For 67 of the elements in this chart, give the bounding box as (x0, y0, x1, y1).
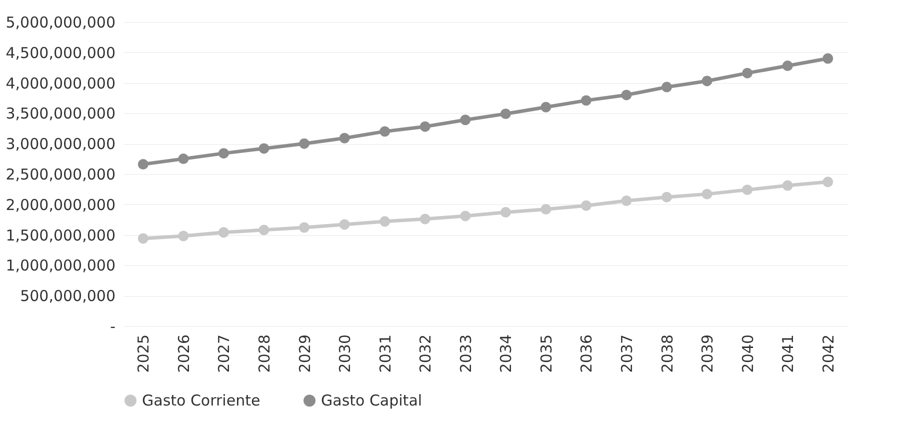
x-tick-label: 2026 (174, 334, 193, 373)
x-tick-label: 2041 (779, 334, 798, 373)
y-tick-label: 500,000,000 (20, 287, 116, 306)
point (540, 204, 552, 214)
point (299, 222, 310, 233)
point (822, 176, 834, 188)
y-tick-label: 1,000,000,000 (6, 256, 116, 275)
x-tick-label: 2035 (537, 334, 556, 373)
point (218, 148, 229, 159)
point (178, 230, 189, 242)
x-tick-label: 2033 (456, 334, 475, 373)
point (782, 60, 793, 72)
point (178, 154, 189, 164)
point (380, 216, 390, 227)
x-tick-label: 2030 (336, 334, 354, 373)
point (460, 210, 471, 222)
point (380, 126, 390, 137)
point (662, 192, 672, 202)
x-tick-label: 2032 (416, 334, 435, 373)
point (742, 184, 753, 196)
x-tick-label: 2039 (698, 334, 717, 373)
point (299, 138, 310, 149)
point (580, 200, 592, 211)
y-tick-label: 4,500,000,000 (6, 44, 116, 62)
x-tick-label: 2025 (134, 334, 153, 373)
x-tick-label: 2027 (215, 334, 234, 373)
point (500, 207, 511, 218)
point (662, 82, 672, 92)
y-tick-label: 4,000,000,000 (6, 74, 116, 92)
y-tick-label: 2,500,000,000 (6, 166, 116, 184)
point (420, 121, 430, 132)
point (500, 108, 511, 120)
legend-label: Gasto Corriente (142, 392, 260, 410)
point (420, 214, 430, 224)
point (702, 188, 712, 200)
x-tick-label: 2031 (376, 334, 394, 373)
x-tick-label: 2038 (658, 334, 676, 373)
point (580, 95, 592, 106)
x-tick-label: 2040 (738, 334, 757, 373)
point (822, 53, 834, 64)
point (138, 159, 148, 170)
point (460, 114, 471, 126)
point (258, 143, 270, 154)
legend-label: Gasto Capital (321, 392, 422, 410)
x-tick-label: 2034 (497, 334, 516, 373)
point (621, 90, 632, 100)
y-tick-label: 1,500,000,000 (6, 226, 116, 244)
point (218, 227, 229, 238)
point (702, 76, 712, 86)
point (138, 233, 148, 244)
x-tick-label: 2037 (618, 334, 636, 373)
x-tick-label: 2042 (819, 334, 838, 373)
point (782, 180, 793, 191)
y-tick-label: 3,500,000,000 (6, 104, 116, 123)
point (258, 224, 270, 236)
y-tick-label: 2,000,000,000 (6, 196, 116, 214)
x-tick-label: 2029 (296, 334, 314, 373)
point (742, 68, 753, 78)
point (621, 196, 632, 206)
y-tick-label: 3,000,000,000 (6, 135, 116, 154)
x-tick-label: 2028 (255, 334, 274, 373)
y-tick-label: 5,000,000,000 (6, 14, 116, 32)
point (339, 132, 350, 144)
x-tick-label: 2036 (578, 334, 596, 373)
point (540, 102, 552, 112)
y-tick-label: - (110, 318, 116, 336)
point (339, 219, 350, 230)
